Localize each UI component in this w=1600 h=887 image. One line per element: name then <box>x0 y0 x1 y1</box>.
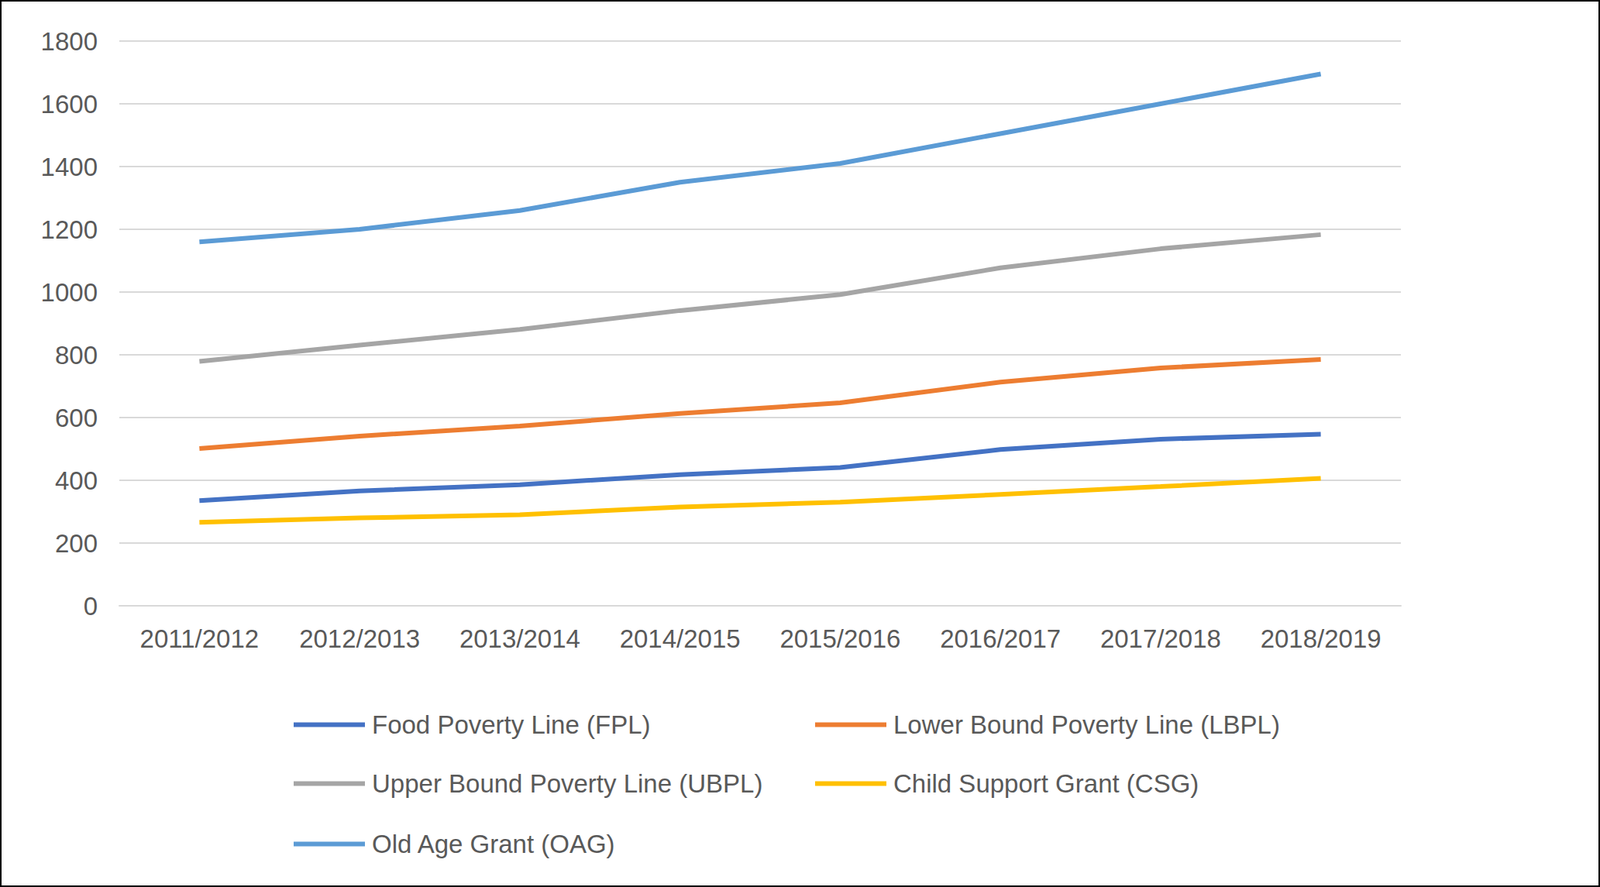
svg-text:Upper Bound Poverty Line (UBPL: Upper Bound Poverty Line (UBPL) <box>371 769 763 799</box>
svg-text:Child Support Grant (CSG): Child Support Grant (CSG) <box>893 769 1199 799</box>
svg-text:2012/2013: 2012/2013 <box>299 624 420 654</box>
svg-text:2015/2016: 2015/2016 <box>779 624 901 654</box>
svg-text:1200: 1200 <box>41 215 98 245</box>
svg-text:Food Poverty Line (FPL): Food Poverty Line (FPL) <box>371 710 651 740</box>
svg-text:2018/2019: 2018/2019 <box>1260 624 1382 654</box>
svg-text:1600: 1600 <box>41 89 98 119</box>
svg-text:2014/2015: 2014/2015 <box>619 624 741 654</box>
svg-text:2017/2018: 2017/2018 <box>1100 624 1222 654</box>
svg-text:Lower Bound Poverty Line (LBPL: Lower Bound Poverty Line (LBPL) <box>893 710 1280 740</box>
svg-text:800: 800 <box>55 340 98 370</box>
svg-text:200: 200 <box>55 529 98 558</box>
svg-text:0: 0 <box>83 591 98 621</box>
svg-text:2016/2017: 2016/2017 <box>939 624 1061 654</box>
svg-text:600: 600 <box>55 403 98 433</box>
svg-text:1400: 1400 <box>41 152 98 182</box>
svg-text:Old Age Grant (OAG): Old Age Grant (OAG) <box>371 829 616 859</box>
svg-text:1800: 1800 <box>41 27 98 56</box>
svg-text:1000: 1000 <box>41 278 98 307</box>
svg-text:2013/2014: 2013/2014 <box>459 624 581 654</box>
svg-text:400: 400 <box>55 466 98 496</box>
svg-text:2011/2012: 2011/2012 <box>140 624 260 654</box>
